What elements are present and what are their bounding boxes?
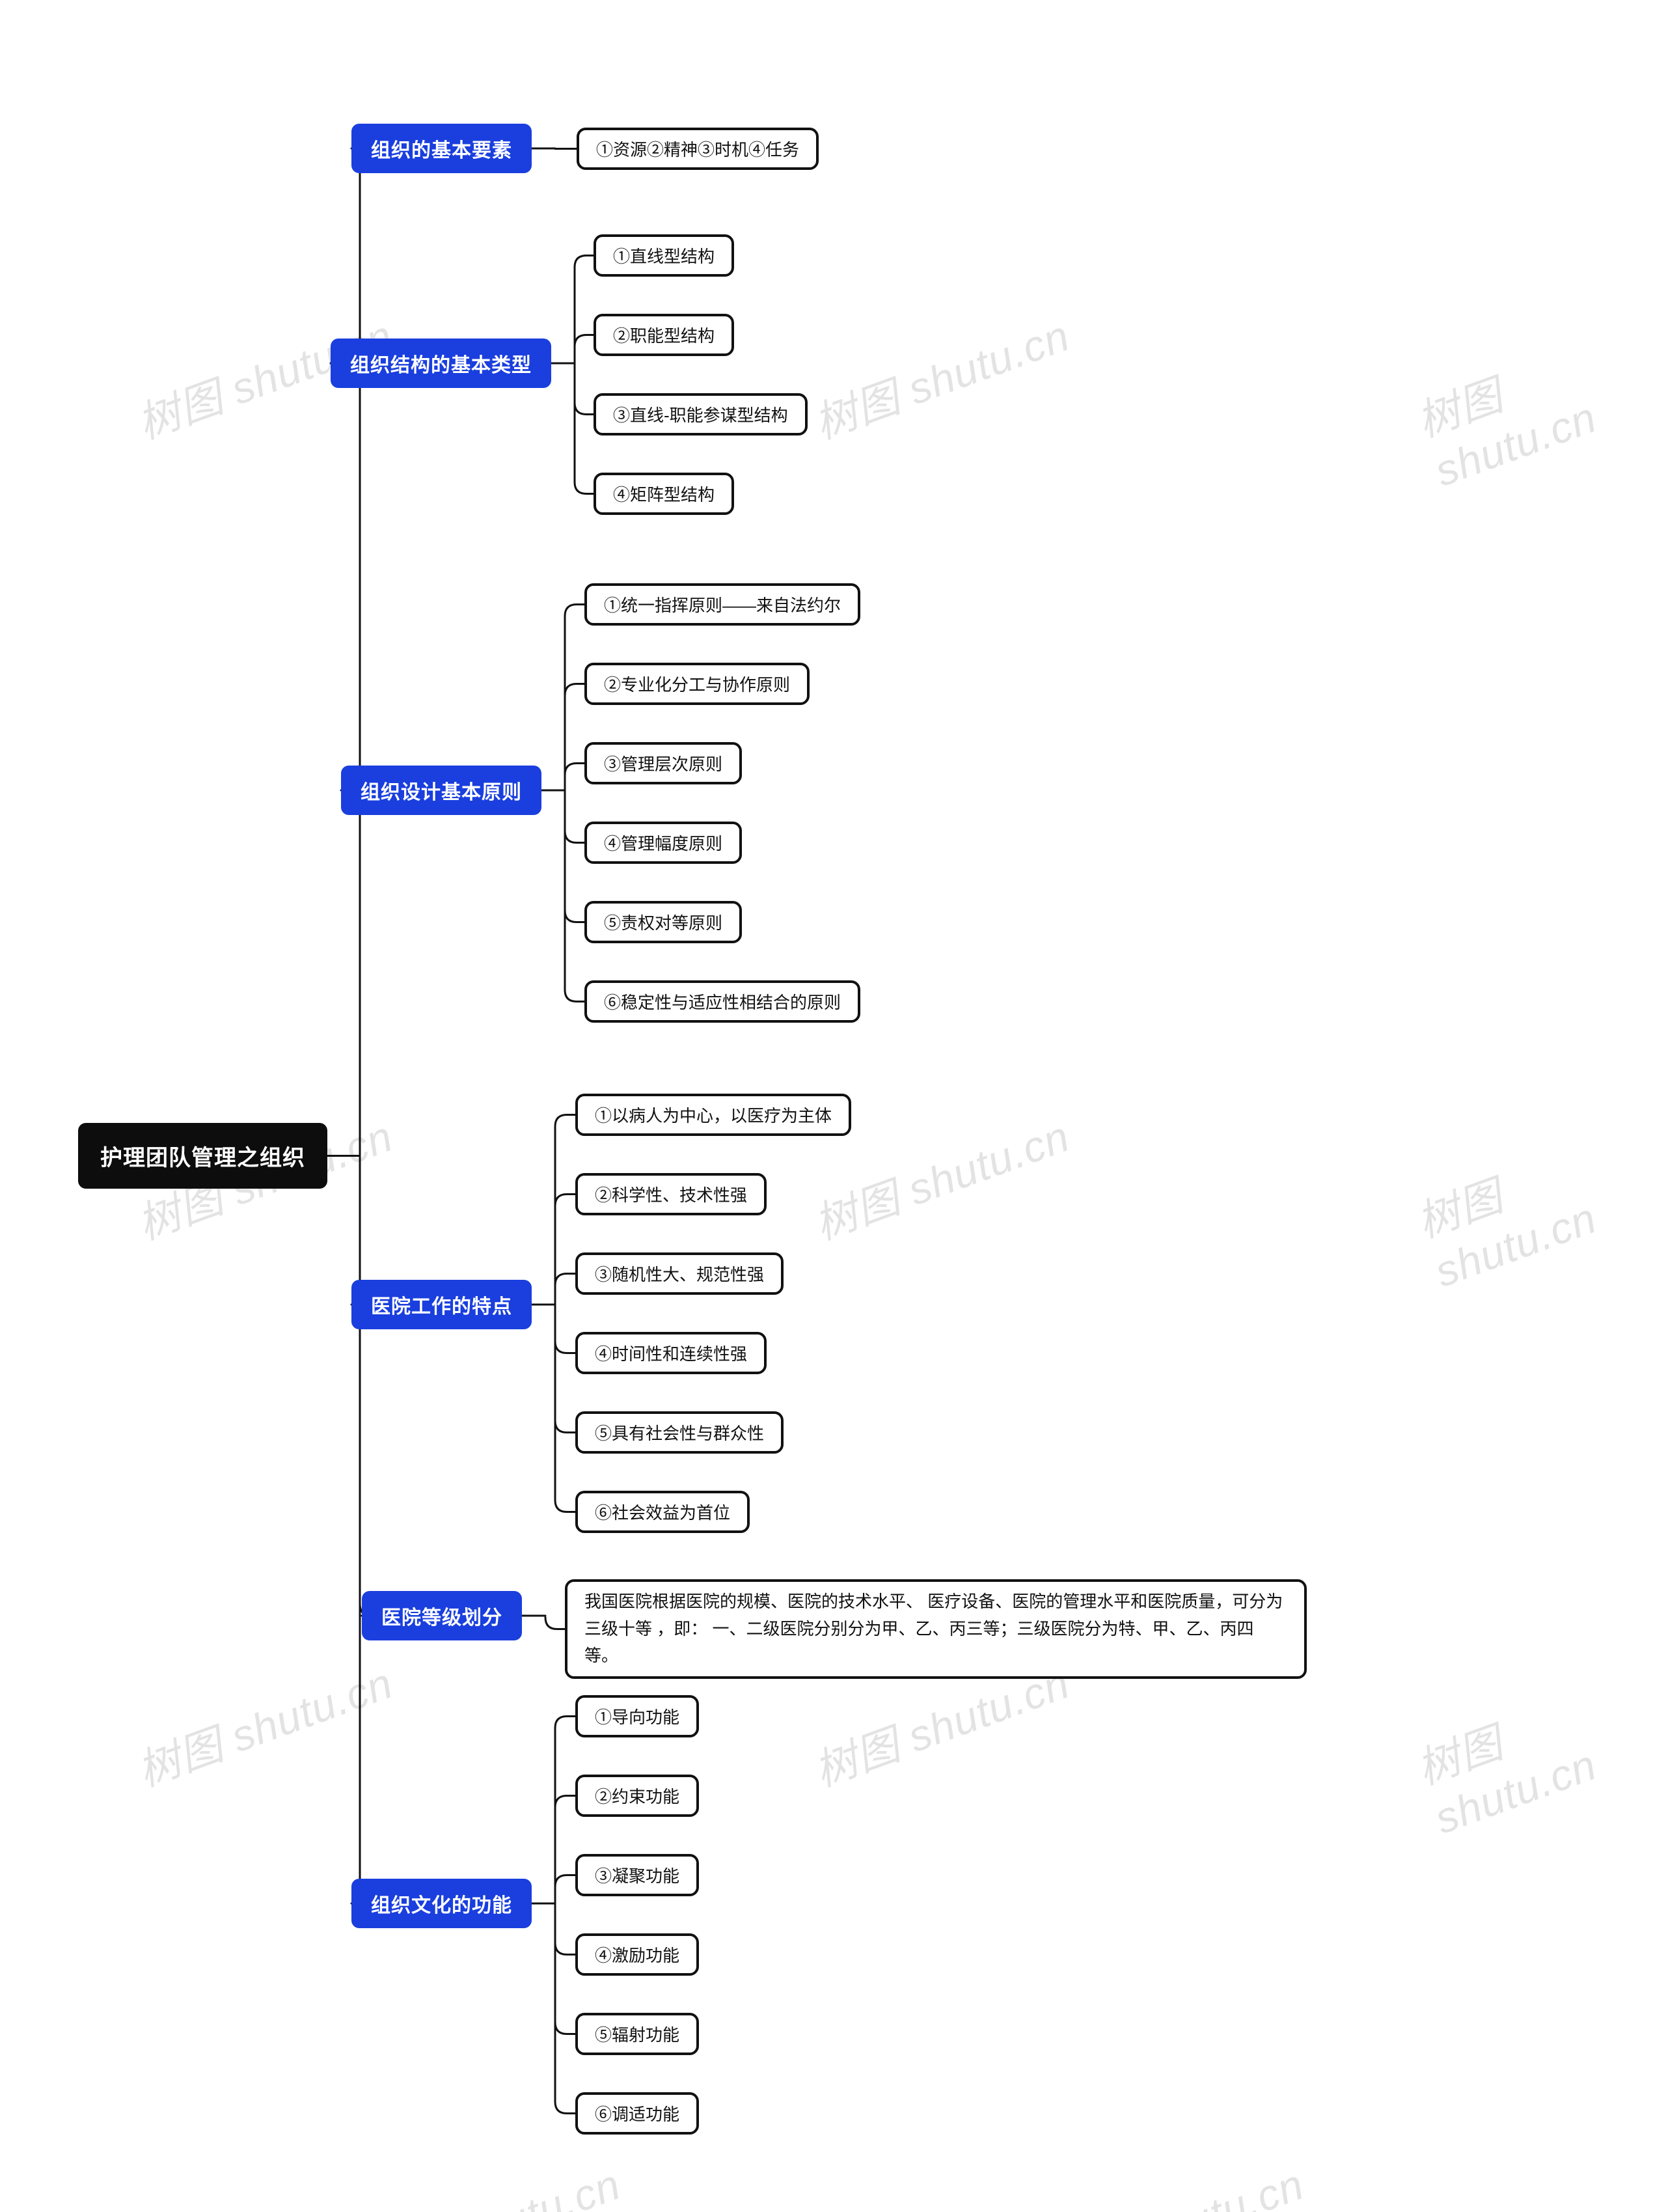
edge bbox=[575, 335, 594, 347]
leaf-node: ③管理层次原则 bbox=[584, 742, 742, 784]
leaf-label: ⑥社会效益为首位 bbox=[595, 1500, 730, 1524]
edge bbox=[575, 256, 594, 268]
leaf-node: ⑥社会效益为首位 bbox=[575, 1491, 750, 1533]
leaf-label: ④时间性和连续性强 bbox=[595, 1341, 747, 1365]
leaf-label: ①导向功能 bbox=[595, 1704, 679, 1728]
leaf-node: ①导向功能 bbox=[575, 1695, 699, 1737]
leaf-label: ⑤辐射功能 bbox=[595, 2022, 679, 2046]
leaf-node: ①直线型结构 bbox=[594, 234, 734, 277]
branch-node: 医院工作的特点 bbox=[351, 1280, 532, 1329]
edge bbox=[555, 1875, 575, 1887]
leaf-node: ②职能型结构 bbox=[594, 314, 734, 356]
edge bbox=[565, 990, 584, 1002]
edge bbox=[575, 482, 594, 494]
leaf-label: ①以病人为中心，以医疗为主体 bbox=[595, 1103, 832, 1127]
branch-label: 医院工作的特点 bbox=[371, 1290, 512, 1319]
leaf-node: ④矩阵型结构 bbox=[594, 473, 734, 515]
leaf-node: ③随机性大、规范性强 bbox=[575, 1252, 784, 1295]
leaf-label: ②职能型结构 bbox=[613, 323, 715, 347]
leaf-label: ④管理幅度原则 bbox=[604, 831, 722, 855]
leaf-label: ④激励功能 bbox=[595, 1942, 679, 1967]
branch-node: 组织的基本要素 bbox=[351, 124, 532, 173]
leaf-node: ②专业化分工与协作原则 bbox=[584, 663, 810, 705]
edge bbox=[565, 605, 584, 616]
edge bbox=[555, 1115, 575, 1127]
leaf-label: ①直线型结构 bbox=[613, 243, 715, 268]
branch-node: 组织设计基本原则 bbox=[341, 766, 541, 815]
edge bbox=[545, 1618, 565, 1629]
leaf-node: ②约束功能 bbox=[575, 1775, 699, 1817]
leaf-node: ②科学性、技术性强 bbox=[575, 1173, 767, 1215]
leaf-node: ⑤具有社会性与群众性 bbox=[575, 1411, 784, 1454]
leaf-label: ⑥稳定性与适应性相结合的原则 bbox=[604, 989, 841, 1014]
edge bbox=[565, 764, 584, 775]
branch-label: 组织结构的基本类型 bbox=[350, 349, 532, 378]
leaf-node: 我国医院根据医院的规模、医院的技术水平、 医疗设备、医院的管理水平和医院质量，可… bbox=[565, 1579, 1307, 1679]
leaf-label: ③管理层次原则 bbox=[604, 751, 722, 775]
leaf-node: ①以病人为中心，以医疗为主体 bbox=[575, 1094, 851, 1136]
leaf-label: ②专业化分工与协作原则 bbox=[604, 672, 790, 696]
edge bbox=[555, 1421, 575, 1433]
root-node: 护理团队管理之组织 bbox=[78, 1123, 327, 1189]
leaf-label: ②约束功能 bbox=[595, 1784, 679, 1808]
leaf-label: ⑤具有社会性与群众性 bbox=[595, 1420, 764, 1445]
leaf-node: ③凝聚功能 bbox=[575, 1854, 699, 1896]
edge bbox=[555, 1717, 575, 1728]
branch-label: 医院等级划分 bbox=[381, 1601, 502, 1630]
root-label: 护理团队管理之组织 bbox=[100, 1140, 305, 1172]
branch-node: 医院等级划分 bbox=[362, 1591, 522, 1640]
edge bbox=[555, 2102, 575, 2114]
edge bbox=[555, 1796, 575, 1808]
edge bbox=[565, 911, 584, 922]
edge bbox=[555, 1500, 575, 1512]
leaf-node: ④激励功能 bbox=[575, 1933, 699, 1976]
leaf-node: ④时间性和连续性强 bbox=[575, 1332, 767, 1374]
branch-node: 组织文化的功能 bbox=[351, 1879, 532, 1928]
branch-label: 组织文化的功能 bbox=[371, 1889, 512, 1918]
leaf-label: 我国医院根据医院的规模、医院的技术水平、 医疗设备、医院的管理水平和医院质量，可… bbox=[584, 1588, 1287, 1670]
edge bbox=[575, 403, 594, 415]
edge bbox=[565, 831, 584, 843]
leaf-label: ①统一指挥原则——来自法约尔 bbox=[604, 592, 841, 616]
edge bbox=[555, 1195, 575, 1206]
leaf-label: ④矩阵型结构 bbox=[613, 482, 715, 506]
leaf-node: ①资源②精神③时机④任务 bbox=[577, 128, 819, 170]
leaf-node: ③直线-职能参谋型结构 bbox=[594, 393, 808, 435]
edge bbox=[555, 1943, 575, 1955]
edge bbox=[555, 1342, 575, 1353]
leaf-node: ⑥调适功能 bbox=[575, 2092, 699, 2135]
leaf-label: ⑤责权对等原则 bbox=[604, 910, 722, 934]
branch-label: 组织的基本要素 bbox=[371, 134, 512, 163]
leaf-label: ③随机性大、规范性强 bbox=[595, 1262, 764, 1286]
leaf-node: ⑥稳定性与适应性相结合的原则 bbox=[584, 980, 860, 1023]
leaf-label: ③凝聚功能 bbox=[595, 1863, 679, 1887]
leaf-node: ⑤责权对等原则 bbox=[584, 901, 742, 943]
leaf-label: ①资源②精神③时机④任务 bbox=[596, 137, 799, 161]
leaf-node: ④管理幅度原则 bbox=[584, 822, 742, 864]
edge bbox=[555, 1274, 575, 1286]
leaf-label: ③直线-职能参谋型结构 bbox=[613, 402, 788, 426]
leaf-label: ⑥调适功能 bbox=[595, 2101, 679, 2125]
edge bbox=[555, 2023, 575, 2034]
leaf-label: ②科学性、技术性强 bbox=[595, 1182, 747, 1206]
mindmap-canvas: 护理团队管理之组织 组织的基本要素 ①资源②精神③时机④任务组织结构的基本类型 ①直… bbox=[0, 0, 1666, 2212]
leaf-node: ⑤辐射功能 bbox=[575, 2013, 699, 2055]
leaf-node: ①统一指挥原则——来自法约尔 bbox=[584, 583, 860, 626]
edge bbox=[565, 684, 584, 696]
branch-node: 组织结构的基本类型 bbox=[331, 339, 551, 388]
branch-label: 组织设计基本原则 bbox=[361, 776, 522, 805]
